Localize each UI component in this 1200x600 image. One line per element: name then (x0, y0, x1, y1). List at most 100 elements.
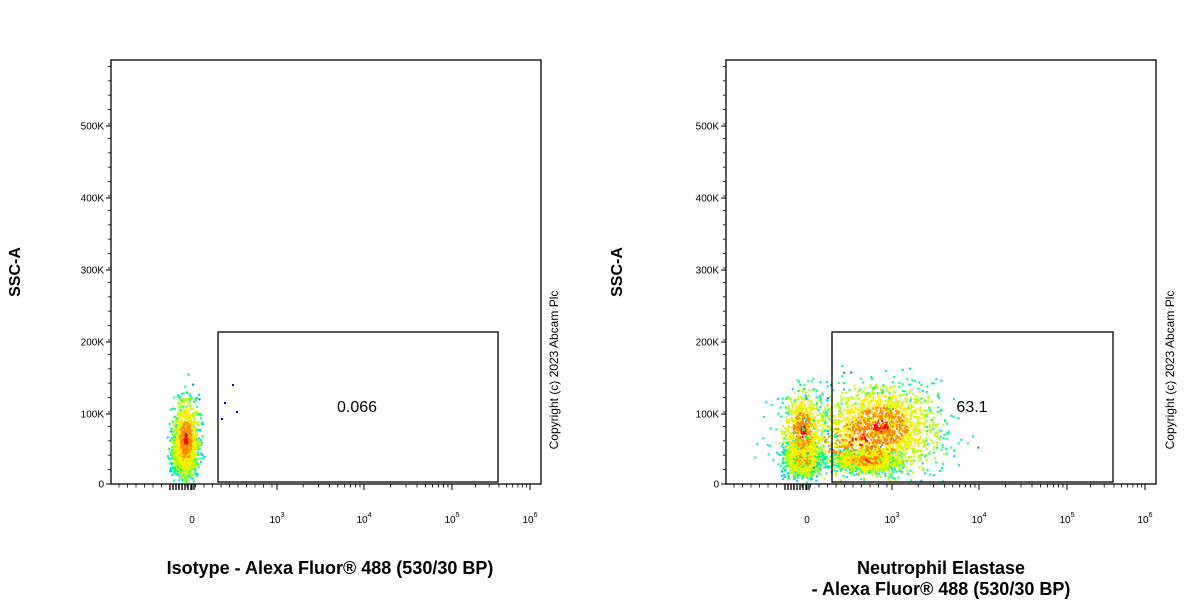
event-dot (812, 460, 815, 463)
event-dot (187, 373, 190, 376)
event-dot (192, 383, 195, 386)
event-dot (791, 388, 794, 391)
event-dot (775, 428, 778, 431)
event-dot (193, 468, 196, 470)
event-dot (801, 473, 804, 476)
event-dot (171, 432, 174, 435)
event-dot (794, 436, 797, 439)
event-dot (191, 407, 194, 410)
gate-rectangle (217, 331, 499, 483)
event-dot (782, 457, 785, 460)
event-dot (806, 434, 808, 437)
event-dot (798, 443, 801, 446)
event-dot (190, 452, 193, 455)
event-dot (789, 452, 792, 455)
event-dot (790, 419, 793, 422)
event-dot (810, 430, 813, 433)
event-dot (813, 467, 816, 470)
y-tick-label: 400K (81, 194, 105, 205)
event-dot (193, 448, 196, 451)
event-dot (171, 442, 174, 444)
event-dot (199, 461, 202, 464)
event-dot (797, 434, 800, 437)
event-dot (178, 405, 181, 408)
event-dot (195, 447, 198, 450)
event-dot (819, 398, 822, 401)
event-dot (179, 434, 182, 437)
event-dot (819, 381, 822, 384)
event-dot (788, 421, 791, 424)
event-dot (785, 434, 788, 436)
event-dot (804, 417, 807, 420)
event-dot (820, 448, 823, 451)
event-dot (181, 422, 184, 425)
event-dot (788, 426, 791, 429)
event-dot (893, 467, 896, 470)
event-dot (806, 415, 809, 418)
event-dot (173, 457, 175, 460)
event-dot (826, 385, 829, 388)
event-dot (173, 396, 176, 399)
event-dot (171, 469, 174, 472)
event-dot (791, 437, 794, 440)
event-dot (177, 441, 180, 444)
event-dot (173, 438, 176, 440)
event-dot (818, 440, 820, 443)
event-dot (807, 400, 810, 403)
event-dot (786, 456, 789, 459)
event-dot (820, 450, 823, 453)
event-dot (785, 397, 787, 400)
event-dot (798, 410, 801, 413)
event-dot (171, 467, 174, 470)
event-dot (790, 426, 793, 429)
event-dot (781, 401, 784, 404)
event-dot (186, 426, 189, 429)
event-dot (817, 456, 820, 459)
event-dot (183, 456, 186, 459)
event-dot (186, 434, 189, 437)
event-dot (184, 468, 187, 471)
event-dot (823, 457, 826, 460)
event-dot (785, 461, 788, 464)
event-dot (202, 457, 205, 460)
event-dot (184, 481, 187, 484)
event-dot (795, 455, 798, 458)
event-dot (177, 454, 180, 457)
event-dot (187, 412, 190, 415)
event-dot (185, 454, 188, 457)
event-dot (180, 423, 183, 426)
event-dot (184, 470, 187, 472)
event-dot (168, 448, 171, 451)
event-dot (796, 412, 799, 415)
event-dot (188, 402, 191, 405)
event-dot (819, 418, 822, 421)
event-dot (189, 424, 191, 427)
event-dot (782, 437, 785, 440)
y-tick-label: 400K (696, 194, 720, 205)
event-dot (806, 459, 809, 462)
event-dot (792, 436, 795, 439)
event-dot (799, 419, 802, 422)
event-dot (780, 445, 783, 448)
event-dot (185, 428, 188, 431)
event-dot (185, 466, 187, 469)
event-dot (187, 466, 190, 468)
event-dot (189, 459, 192, 462)
event-dot (188, 400, 191, 403)
y-tick-label: 500K (81, 122, 105, 133)
event-dot (186, 464, 189, 467)
event-dot (798, 459, 801, 462)
event-dot (796, 417, 799, 420)
event-dot (810, 476, 812, 478)
event-dot (191, 467, 193, 469)
event-dot (787, 424, 790, 427)
event-dot (190, 464, 193, 467)
event-dot (822, 411, 825, 414)
event-dot (184, 414, 187, 417)
event-dot (183, 440, 186, 443)
event-dot (790, 401, 793, 404)
event-dot (195, 422, 198, 425)
event-dot (187, 436, 190, 439)
event-dot (788, 432, 791, 435)
event-dot (797, 455, 799, 458)
